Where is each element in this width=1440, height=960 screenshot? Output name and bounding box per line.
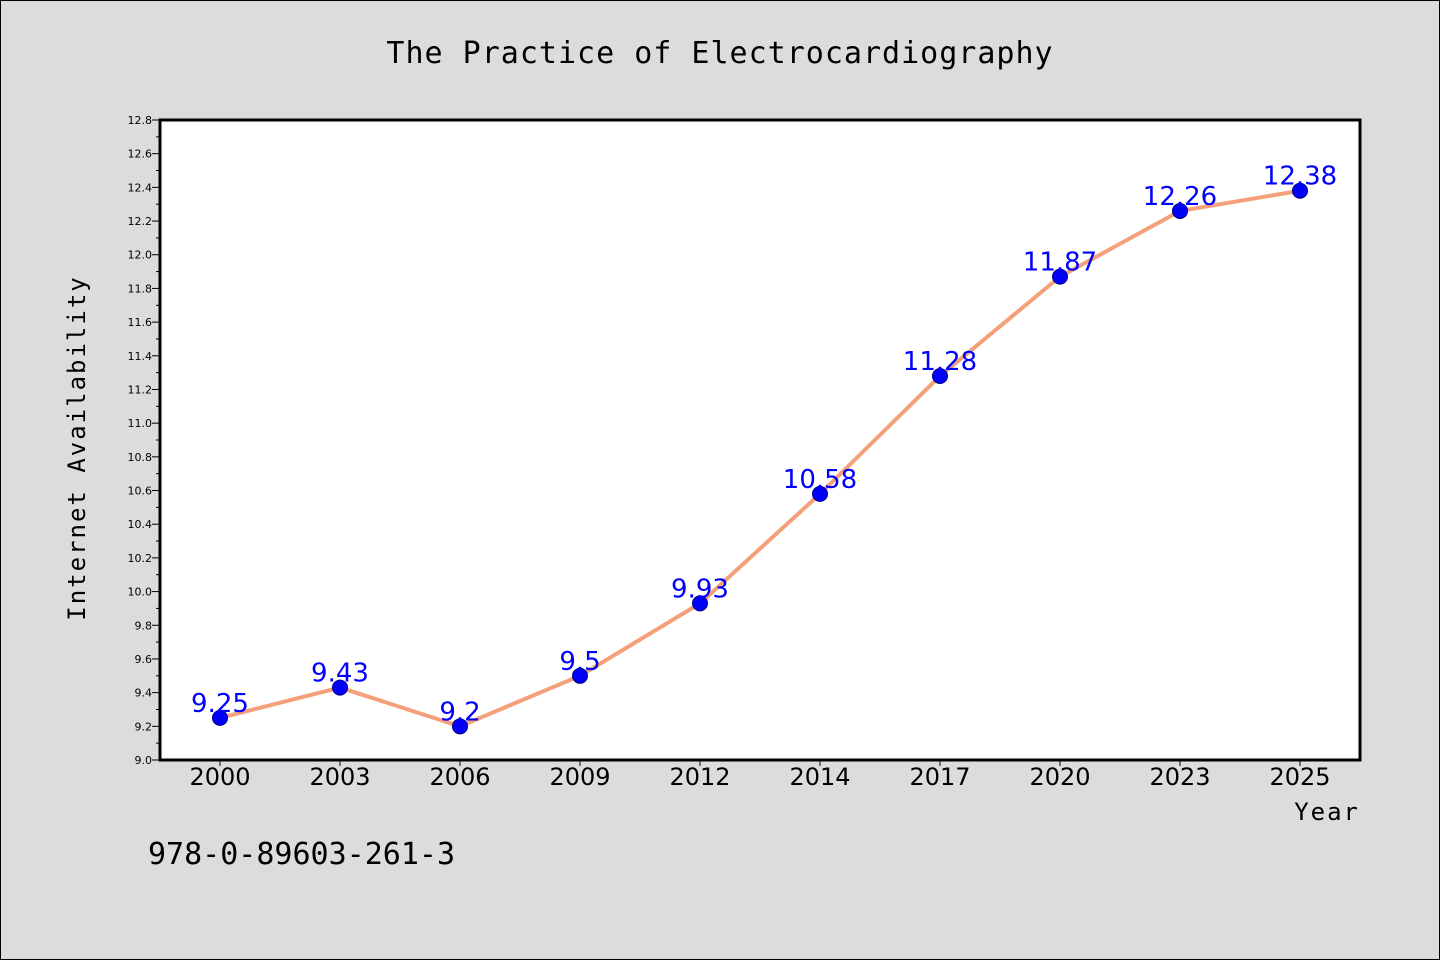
x-axis-title: Year xyxy=(1294,798,1360,826)
y-tick-label: 9.2 xyxy=(135,720,153,733)
data-point xyxy=(932,368,948,384)
data-labels: 9.25 9.43 9.2 9.5 9.93 10.58 11.28 11.87 12.26 12… xyxy=(191,162,1337,728)
data-point xyxy=(572,667,588,684)
y-tick-label: 9.4 xyxy=(135,687,153,700)
x-tick-label: 2012 xyxy=(669,763,730,791)
data-point xyxy=(452,718,468,735)
y-tick-label: 11.2 xyxy=(128,383,153,396)
y-tick-label: 9.6 xyxy=(135,653,153,666)
y-tick-label: 9.0 xyxy=(135,754,153,767)
x-tick-label: 2006 xyxy=(429,763,490,791)
x-tick-label: 2000 xyxy=(189,763,250,791)
y-tick-label: 12.0 xyxy=(128,249,153,262)
data-point xyxy=(692,595,708,612)
data-label: 9.43 xyxy=(311,659,369,689)
y-tick-label: 10.0 xyxy=(128,586,153,599)
x-tick-label: 2014 xyxy=(789,763,850,791)
data-label: 9.2 xyxy=(439,697,480,727)
y-tick-label: 11.0 xyxy=(128,417,153,430)
y-tick-label: 12.6 xyxy=(128,148,153,161)
data-point xyxy=(332,679,348,696)
plot-area xyxy=(160,120,1360,760)
x-axis: 2000 2003 2006 2009 2012 2014 2017 2020 2023 2025 xyxy=(189,760,1331,791)
series-line xyxy=(218,188,1302,729)
chart-title: The Practice of Electrocardiography xyxy=(386,36,1053,71)
y-tick-label: 12.2 xyxy=(128,215,153,228)
x-tick-label: 2009 xyxy=(549,763,610,791)
y-tick-label: 12.8 xyxy=(128,114,153,127)
data-point xyxy=(1172,202,1188,219)
y-tick-label: 10.6 xyxy=(128,485,153,498)
y-axis: 9.0 9.2 9.4 9.6 9.8 10.0 10.2 10.4 10.6 10.8 11.0 1… xyxy=(128,114,160,767)
data-point xyxy=(212,709,228,726)
data-label: 9.25 xyxy=(191,689,249,719)
plot-frame xyxy=(158,118,1362,762)
y-tick-label: 12.4 xyxy=(128,181,153,194)
x-tick-label: 2017 xyxy=(909,763,970,791)
data-point xyxy=(1052,268,1068,285)
y-tick-label: 11.8 xyxy=(128,282,153,295)
y-tick-label: 9.8 xyxy=(135,619,153,632)
y-tick-label: 11.6 xyxy=(128,316,153,329)
data-point xyxy=(1292,182,1308,199)
data-label: 12.26 xyxy=(1143,182,1217,212)
y-tick-label: 10.2 xyxy=(128,552,153,565)
y-axis-title: Internet Availability xyxy=(63,275,91,620)
y-tick-label: 10.4 xyxy=(128,518,153,531)
isbn-label: 978-0-89603-261-3 xyxy=(148,837,455,872)
data-label: 10.58 xyxy=(783,465,857,495)
y-tick-label: 10.8 xyxy=(128,451,153,464)
x-tick-label: 2023 xyxy=(1149,763,1210,791)
series-area xyxy=(212,182,1308,735)
data-label: 9.5 xyxy=(559,647,600,677)
x-tick-label: 2025 xyxy=(1269,763,1330,791)
data-label: 12.38 xyxy=(1263,162,1337,192)
data-label: 11.28 xyxy=(903,347,977,377)
data-label: 9.93 xyxy=(671,574,729,604)
data-point xyxy=(812,485,828,502)
y-tick-label: 11.4 xyxy=(128,350,153,363)
x-tick-label: 2020 xyxy=(1029,763,1090,791)
data-label: 11.87 xyxy=(1023,248,1097,278)
x-tick-label: 2003 xyxy=(309,763,370,791)
